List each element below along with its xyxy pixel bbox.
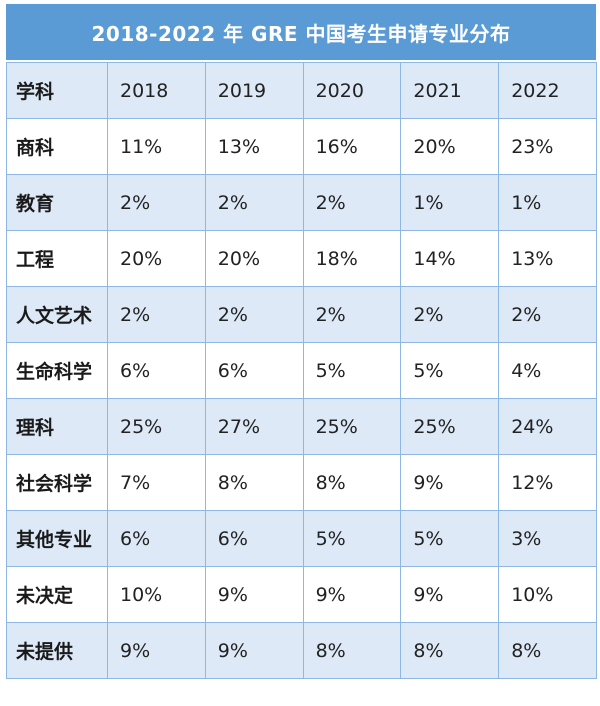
table-cell-value: 1% (498, 174, 597, 231)
table-cell-value: 20% (204, 230, 304, 287)
table-row: 未提供 9% 9% 8% 8% 8% (6, 622, 597, 679)
table-cell-value: 9% (204, 566, 304, 623)
header-cell-year: 2018 (107, 62, 206, 119)
table-cell-value: 27% (204, 398, 304, 455)
row-label: 人文艺术 (6, 286, 108, 343)
table-cell-value: 5% (302, 342, 402, 399)
table-cell-value: 14% (400, 230, 500, 287)
table-cell-value: 6% (204, 510, 304, 567)
table-cell-value: 20% (400, 118, 500, 175)
table-cell-value: 7% (107, 454, 206, 511)
header-cell-year: 2019 (204, 62, 304, 119)
table-row: 人文艺术 2% 2% 2% 2% 2% (6, 286, 597, 343)
table-cell-value: 2% (204, 174, 304, 231)
table-cell-value: 1% (400, 174, 500, 231)
header-cell-year: 2020 (302, 62, 402, 119)
table-cell-value: 2% (302, 286, 402, 343)
data-table: 学科 2018 2019 2020 2021 2022 商科 11% 13% 16% 20% 23% 教… (6, 62, 597, 679)
header-cell-subject: 学科 (6, 62, 108, 119)
table-row: 工程 20% 20% 18% 14% 13% (6, 230, 597, 287)
row-label: 未决定 (6, 566, 108, 623)
header-cell-year: 2021 (400, 62, 500, 119)
table-cell-value: 8% (302, 454, 402, 511)
table-cell-value: 5% (400, 510, 500, 567)
row-label: 未提供 (6, 622, 108, 679)
row-label: 商科 (6, 118, 108, 175)
table-row: 社会科学 7% 8% 8% 9% 12% (6, 454, 597, 511)
header-row: 学科 2018 2019 2020 2021 2022 (6, 62, 597, 119)
table-cell-value: 2% (302, 174, 402, 231)
table-cell-value: 20% (107, 230, 206, 287)
table-row: 理科 25% 27% 25% 25% 24% (6, 398, 597, 455)
row-label: 社会科学 (6, 454, 108, 511)
row-label: 其他专业 (6, 510, 108, 567)
table-cell-value: 8% (400, 622, 500, 679)
table-cell-value: 9% (400, 566, 500, 623)
table-cell-value: 8% (302, 622, 402, 679)
table-row: 教育 2% 2% 2% 1% 1% (6, 174, 597, 231)
table-cell-value: 9% (302, 566, 402, 623)
row-label: 工程 (6, 230, 108, 287)
table-cell-value: 5% (302, 510, 402, 567)
table-cell-value: 11% (107, 118, 206, 175)
table-cell-value: 12% (498, 454, 597, 511)
table-cell-value: 2% (107, 174, 206, 231)
table-row: 商科 11% 13% 16% 20% 23% (6, 118, 597, 175)
table-cell-value: 6% (204, 342, 304, 399)
table-row: 生命科学 6% 6% 5% 5% 4% (6, 342, 597, 399)
table-row: 其他专业 6% 6% 5% 5% 3% (6, 510, 597, 567)
row-label: 教育 (6, 174, 108, 231)
table-cell-value: 6% (107, 510, 206, 567)
row-label: 理科 (6, 398, 108, 455)
table-cell-value: 2% (498, 286, 597, 343)
table-cell-value: 2% (400, 286, 500, 343)
table-cell-value: 23% (498, 118, 597, 175)
table-cell-value: 10% (107, 566, 206, 623)
table-cell-value: 5% (400, 342, 500, 399)
table-cell-value: 3% (498, 510, 597, 567)
table-cell-value: 13% (204, 118, 304, 175)
table-cell-value: 2% (107, 286, 206, 343)
row-label: 生命科学 (6, 342, 108, 399)
table-cell-value: 4% (498, 342, 597, 399)
table-cell-value: 24% (498, 398, 597, 455)
table-cell-value: 9% (107, 622, 206, 679)
table-cell-value: 9% (204, 622, 304, 679)
table-cell-value: 2% (204, 286, 304, 343)
header-cell-year: 2022 (498, 62, 597, 119)
table-cell-value: 25% (107, 398, 206, 455)
table-cell-value: 25% (400, 398, 500, 455)
table-cell-value: 25% (302, 398, 402, 455)
table-cell-value: 6% (107, 342, 206, 399)
table-title: 2018-2022 年 GRE 中国考生申请专业分布 (6, 4, 596, 60)
table-cell-value: 8% (204, 454, 304, 511)
table-cell-value: 9% (400, 454, 500, 511)
table-cell-value: 18% (302, 230, 402, 287)
table-cell-value: 10% (498, 566, 597, 623)
table-cell-value: 16% (302, 118, 402, 175)
table-cell-value: 8% (498, 622, 597, 679)
table-cell-value: 13% (498, 230, 597, 287)
table-row: 未决定 10% 9% 9% 9% 10% (6, 566, 597, 623)
